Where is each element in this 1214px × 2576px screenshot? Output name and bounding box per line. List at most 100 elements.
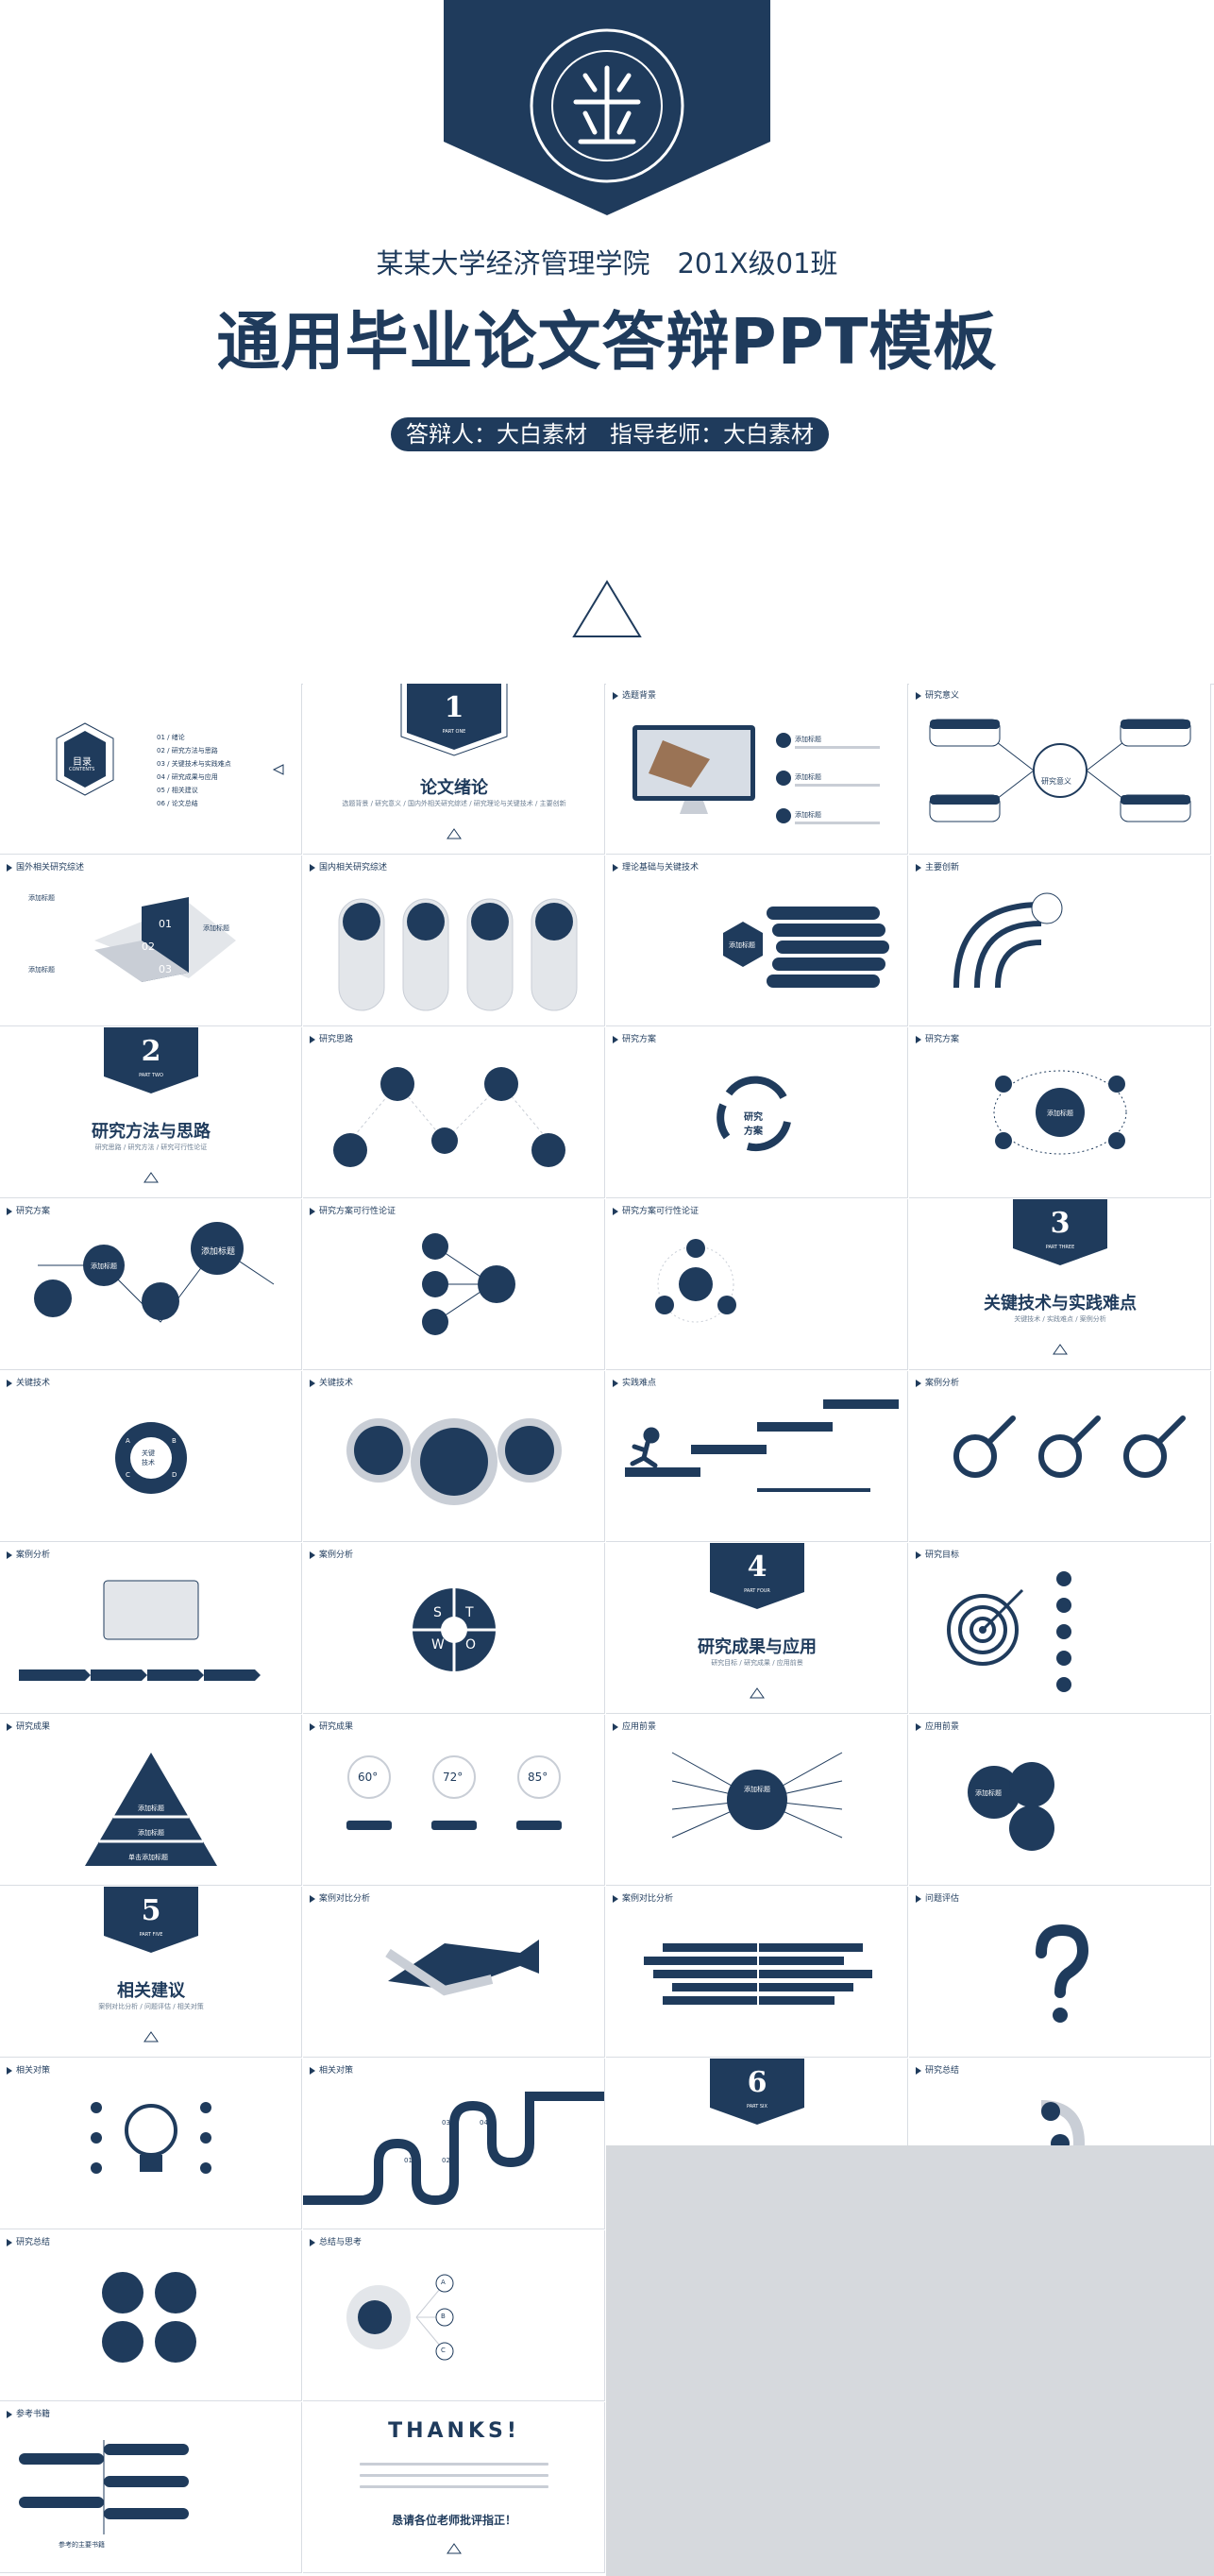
slide-research-thinking[interactable]: 研究思路 [303, 1027, 605, 1198]
swot-letter: T [465, 1605, 474, 1620]
toc-list: 01 / 绪论 02 / 研究方法与思路 03 / 关键技术与实践难点 04 /… [157, 731, 231, 810]
section-title: 关键技术与实践难点 [984, 1294, 1137, 1313]
toc-item[interactable]: 06 / 论文总结 [157, 800, 198, 807]
section-slide-2[interactable]: 2 PART TWO 研究方法与思路 研究思路 / 研究方法 / 研究可行性论证 [0, 1027, 302, 1198]
toc-item[interactable]: 04 / 研究成果与应用 [157, 773, 218, 781]
slide-comparison-b[interactable]: 案例对比分析 [606, 1887, 908, 2058]
slide-feasibility-b[interactable]: 研究方案可行性论证 [606, 1199, 908, 1370]
slide-case-b[interactable]: 案例分析 [0, 1543, 302, 1714]
section-slide-4[interactable]: 4 PART FOUR 研究成果与应用 研究目标 / 研究成果 / 应用前景 [606, 1543, 908, 1714]
slide-title: 国外相关研究综述 [7, 860, 84, 873]
toc-item[interactable]: 03 / 关键技术与实践难点 [157, 760, 231, 768]
section-slide-5[interactable]: 5 PART FIVE 相关建议 案例对比分析 / 问题评估 / 相关对策 [0, 1887, 302, 2058]
slide-references[interactable]: 参考书籍 参考的主要书籍 [0, 2402, 302, 2573]
section-slide-1[interactable]: 1 PART ONE 论文绪论 选题背景 / 研究意义 / 国内外相关研究综述 … [303, 684, 605, 855]
step-number: 01 [404, 2157, 413, 2164]
thanks-line: 恳请各位老师批评指正！ [391, 2514, 516, 2527]
slide-title: 实践难点 [613, 1376, 656, 1388]
slide-title: 研究方案可行性论证 [310, 1204, 396, 1216]
slide-title: 总结与思考 [310, 2235, 362, 2247]
slide-results-a[interactable]: 研究成果 添加标题 添加标题 单击添加标题 [0, 1715, 302, 1886]
section-number: 4 [747, 1551, 767, 1584]
percent-label: 60° [358, 1771, 379, 1784]
section-part: PART FIVE [139, 1932, 163, 1938]
percent-label: 85° [528, 1771, 548, 1784]
section-number: 2 [141, 1035, 161, 1068]
slide-countermeasure-b[interactable]: 相关对策 01 02 03 04 [303, 2059, 605, 2229]
slide-title: 相关对策 [310, 2063, 353, 2076]
toc-item[interactable]: 02 / 研究方法与思路 [157, 747, 218, 754]
slide-theory[interactable]: 理论基础与关键技术 添加标题 [606, 856, 908, 1026]
toc-item[interactable]: 01 / 绪论 [157, 734, 185, 741]
slide-summary-b[interactable]: 研究总结 [0, 2230, 302, 2401]
toc-slide[interactable]: 目录 CONTENTS 01 / 绪论 02 / 研究方法与思路 03 / 关键… [0, 684, 302, 855]
key-label: A [126, 1437, 130, 1445]
step-number: 03 [159, 963, 172, 975]
thanks-slide[interactable]: THANKS! 恳请各位老师批评指正！ [303, 2402, 605, 2573]
center-label: 添加标题 [1047, 1110, 1073, 1117]
center-label: 研究 方案 [744, 1112, 763, 1137]
toc-item[interactable]: 05 / 相关建议 [157, 787, 198, 794]
slide-title: 主要创新 [916, 860, 959, 873]
slide-significance[interactable]: 研究意义 研究意义 [909, 684, 1211, 855]
slide-title: 关键技术 [7, 1376, 50, 1388]
slide-feasibility-a[interactable]: 研究方案可行性论证 [303, 1199, 605, 1370]
slide-title: 问题评估 [916, 1891, 959, 1904]
slide-title: 研究总结 [916, 2063, 959, 2076]
slide-research-plan-a[interactable]: 研究方案 研究 方案 [606, 1027, 908, 1198]
slide-difficulties[interactable]: 实践难点 [606, 1371, 908, 1542]
slide-title: 参考书籍 [7, 2407, 50, 2419]
triangle-decoration-icon [572, 580, 642, 637]
slide-title: 案例对比分析 [613, 1891, 673, 1904]
slide-key-tech-a[interactable]: 关键技术 A B C D 关键 技术 [0, 1371, 302, 1542]
slide-research-plan-c[interactable]: 研究方案 添加标题 添加标题 [0, 1199, 302, 1370]
slide-prospect-b[interactable]: 应用前景 添加标题 [909, 1715, 1211, 1886]
slide-title: 选题背景 [613, 688, 656, 701]
step-number: 02 [442, 2157, 450, 2164]
text-placeholder [360, 2485, 548, 2488]
slide-foreign-review[interactable]: 国外相关研究综述 01 02 03 添加标题 添加标题 添加标题 [0, 856, 302, 1026]
step-letter: C [441, 2347, 446, 2354]
footer-label: 参考的主要书籍 [59, 2541, 105, 2549]
slide-innovation[interactable]: 主要创新 [909, 856, 1211, 1026]
slide-title: 研究方案 [7, 1204, 50, 1216]
node-label: 添加标题 [201, 1247, 236, 1257]
center-label: 添加标题 [744, 1786, 770, 1793]
section-subtitle: 研究目标 / 研究成果 / 应用前景 [711, 1659, 803, 1667]
slide-reflection-a[interactable]: 总结与思考 A B C [303, 2230, 605, 2401]
slide-comparison-a[interactable]: 案例对比分析 [303, 1887, 605, 2058]
section-number: 1 [444, 691, 464, 724]
text-placeholder [360, 2474, 548, 2477]
slide-results-b[interactable]: 研究成果 60° 72° 85° [303, 1715, 605, 1886]
step-letter: A [441, 2279, 446, 2286]
step-number: 02 [142, 941, 155, 953]
slide-research-plan-b[interactable]: 研究方案 添加标题 [909, 1027, 1211, 1198]
slide-prospect-a[interactable]: 应用前景 添加标题 [606, 1715, 908, 1886]
slide-title: 研究目标 [916, 1548, 959, 1560]
slide-countermeasure-a[interactable]: 相关对策 [0, 2059, 302, 2229]
section-part: PART ONE [442, 729, 466, 735]
section-part: PART SIX [747, 2104, 767, 2110]
slide-title: 案例分析 [310, 1548, 353, 1560]
section-slide-3[interactable]: 3 PART THREE 关键技术与实践难点 关键技术 / 实践难点 / 案例分… [909, 1199, 1211, 1370]
center-label: 研究意义 [1041, 777, 1071, 786]
slide-title: 案例分析 [916, 1376, 959, 1388]
slide-swot[interactable]: 案例分析 S T W O [303, 1543, 605, 1714]
pyramid-label: 单击添加标题 [128, 1854, 168, 1861]
item-label: 添加标题 [795, 773, 821, 781]
section-subtitle: 研究思路 / 研究方法 / 研究可行性论证 [94, 1144, 208, 1151]
hex-label: 添加标题 [729, 941, 755, 949]
slide-domestic-review[interactable]: 国内相关研究综述 [303, 856, 605, 1026]
step-number: 03 [442, 2119, 450, 2127]
slide-title: 关键技术 [310, 1376, 353, 1388]
slide-background[interactable]: 选题背景 添加标题 添加标题 添加标题 [606, 684, 908, 855]
slide-assessment[interactable]: 问题评估 [909, 1887, 1211, 2058]
slide-title: 研究思路 [310, 1032, 353, 1044]
slide-case-a[interactable]: 案例分析 [909, 1371, 1211, 1542]
section-subtitle: 关键技术 / 实践难点 / 案例分析 [1014, 1315, 1106, 1323]
slide-title: 研究方案 [916, 1032, 959, 1044]
section-part: PART TWO [139, 1073, 163, 1078]
section-title: 研究方法与思路 [92, 1122, 211, 1142]
slide-key-tech-b[interactable]: 关键技术 [303, 1371, 605, 1542]
slide-goals[interactable]: 研究目标 [909, 1543, 1211, 1714]
